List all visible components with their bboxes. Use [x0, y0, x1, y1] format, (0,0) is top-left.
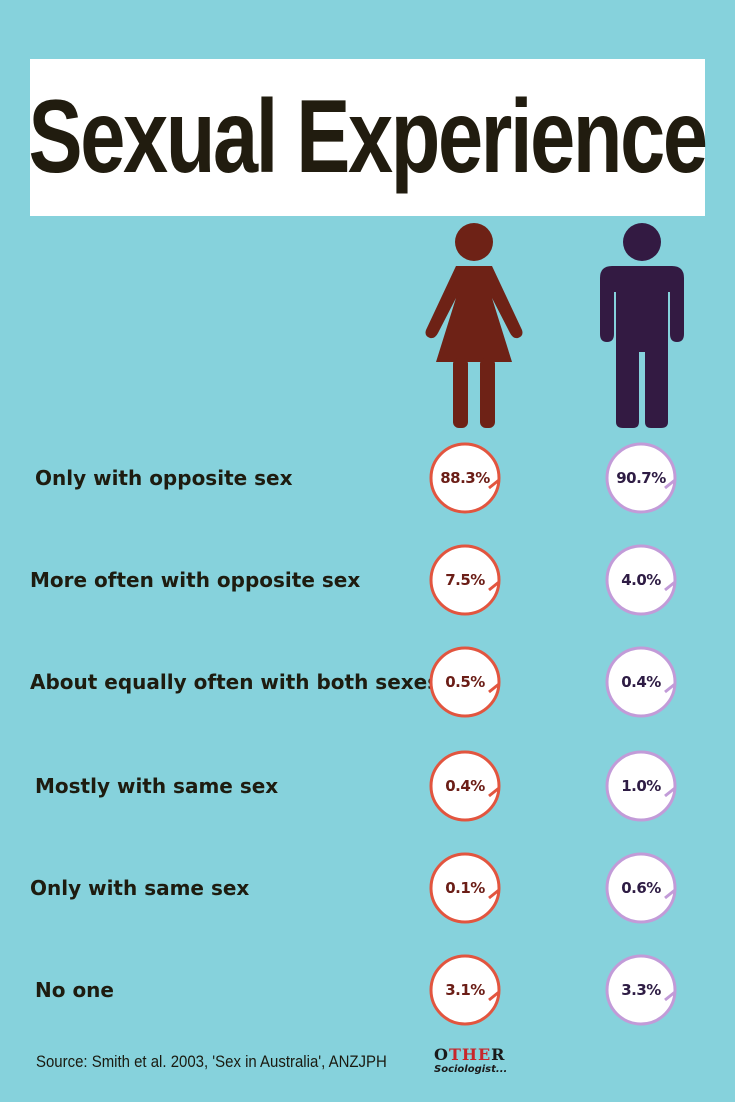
female-percent-bubble: 88.3%: [429, 442, 501, 514]
title-banner: Sexual Experience: [28, 59, 709, 216]
male-percent-bubble: 0.4%: [605, 646, 677, 718]
female-percent-bubble: 0.4%: [429, 750, 501, 822]
man-figure-icon: [600, 223, 684, 428]
male-percent-bubble: 4.0%: [605, 544, 677, 616]
male-percent-bubble: 1.0%: [605, 750, 677, 822]
logo-tagline: Sociologist...: [434, 1064, 508, 1075]
female-percent-bubble: 0.1%: [429, 852, 501, 924]
male-percent-bubble: 90.7%: [605, 442, 677, 514]
woman-figure-icon: [425, 223, 523, 428]
row-label: More often with opposite sex: [30, 568, 361, 592]
female-percent-bubble: 0.5%: [429, 646, 501, 718]
other-sociologist-logo: OTHER Sociologist...: [434, 1047, 507, 1075]
page-title: Sexual Experience: [28, 79, 709, 195]
logo-wordmark: OTHER: [434, 1045, 506, 1064]
male-percent-bubble: 3.3%: [605, 954, 677, 1026]
male-percent-bubble: 0.6%: [605, 852, 677, 924]
row-label: About equally often with both sexes: [30, 670, 440, 694]
row-label: Mostly with same sex: [35, 774, 279, 798]
female-percent-bubble: 7.5%: [429, 544, 501, 616]
row-label: Only with opposite sex: [35, 466, 293, 490]
female-percent-bubble: 3.1%: [429, 954, 501, 1026]
row-label: Only with same sex: [30, 876, 250, 900]
source-citation: Source: Smith et al. 2003, 'Sex in Austr…: [36, 1052, 387, 1071]
row-label: No one: [35, 978, 114, 1002]
